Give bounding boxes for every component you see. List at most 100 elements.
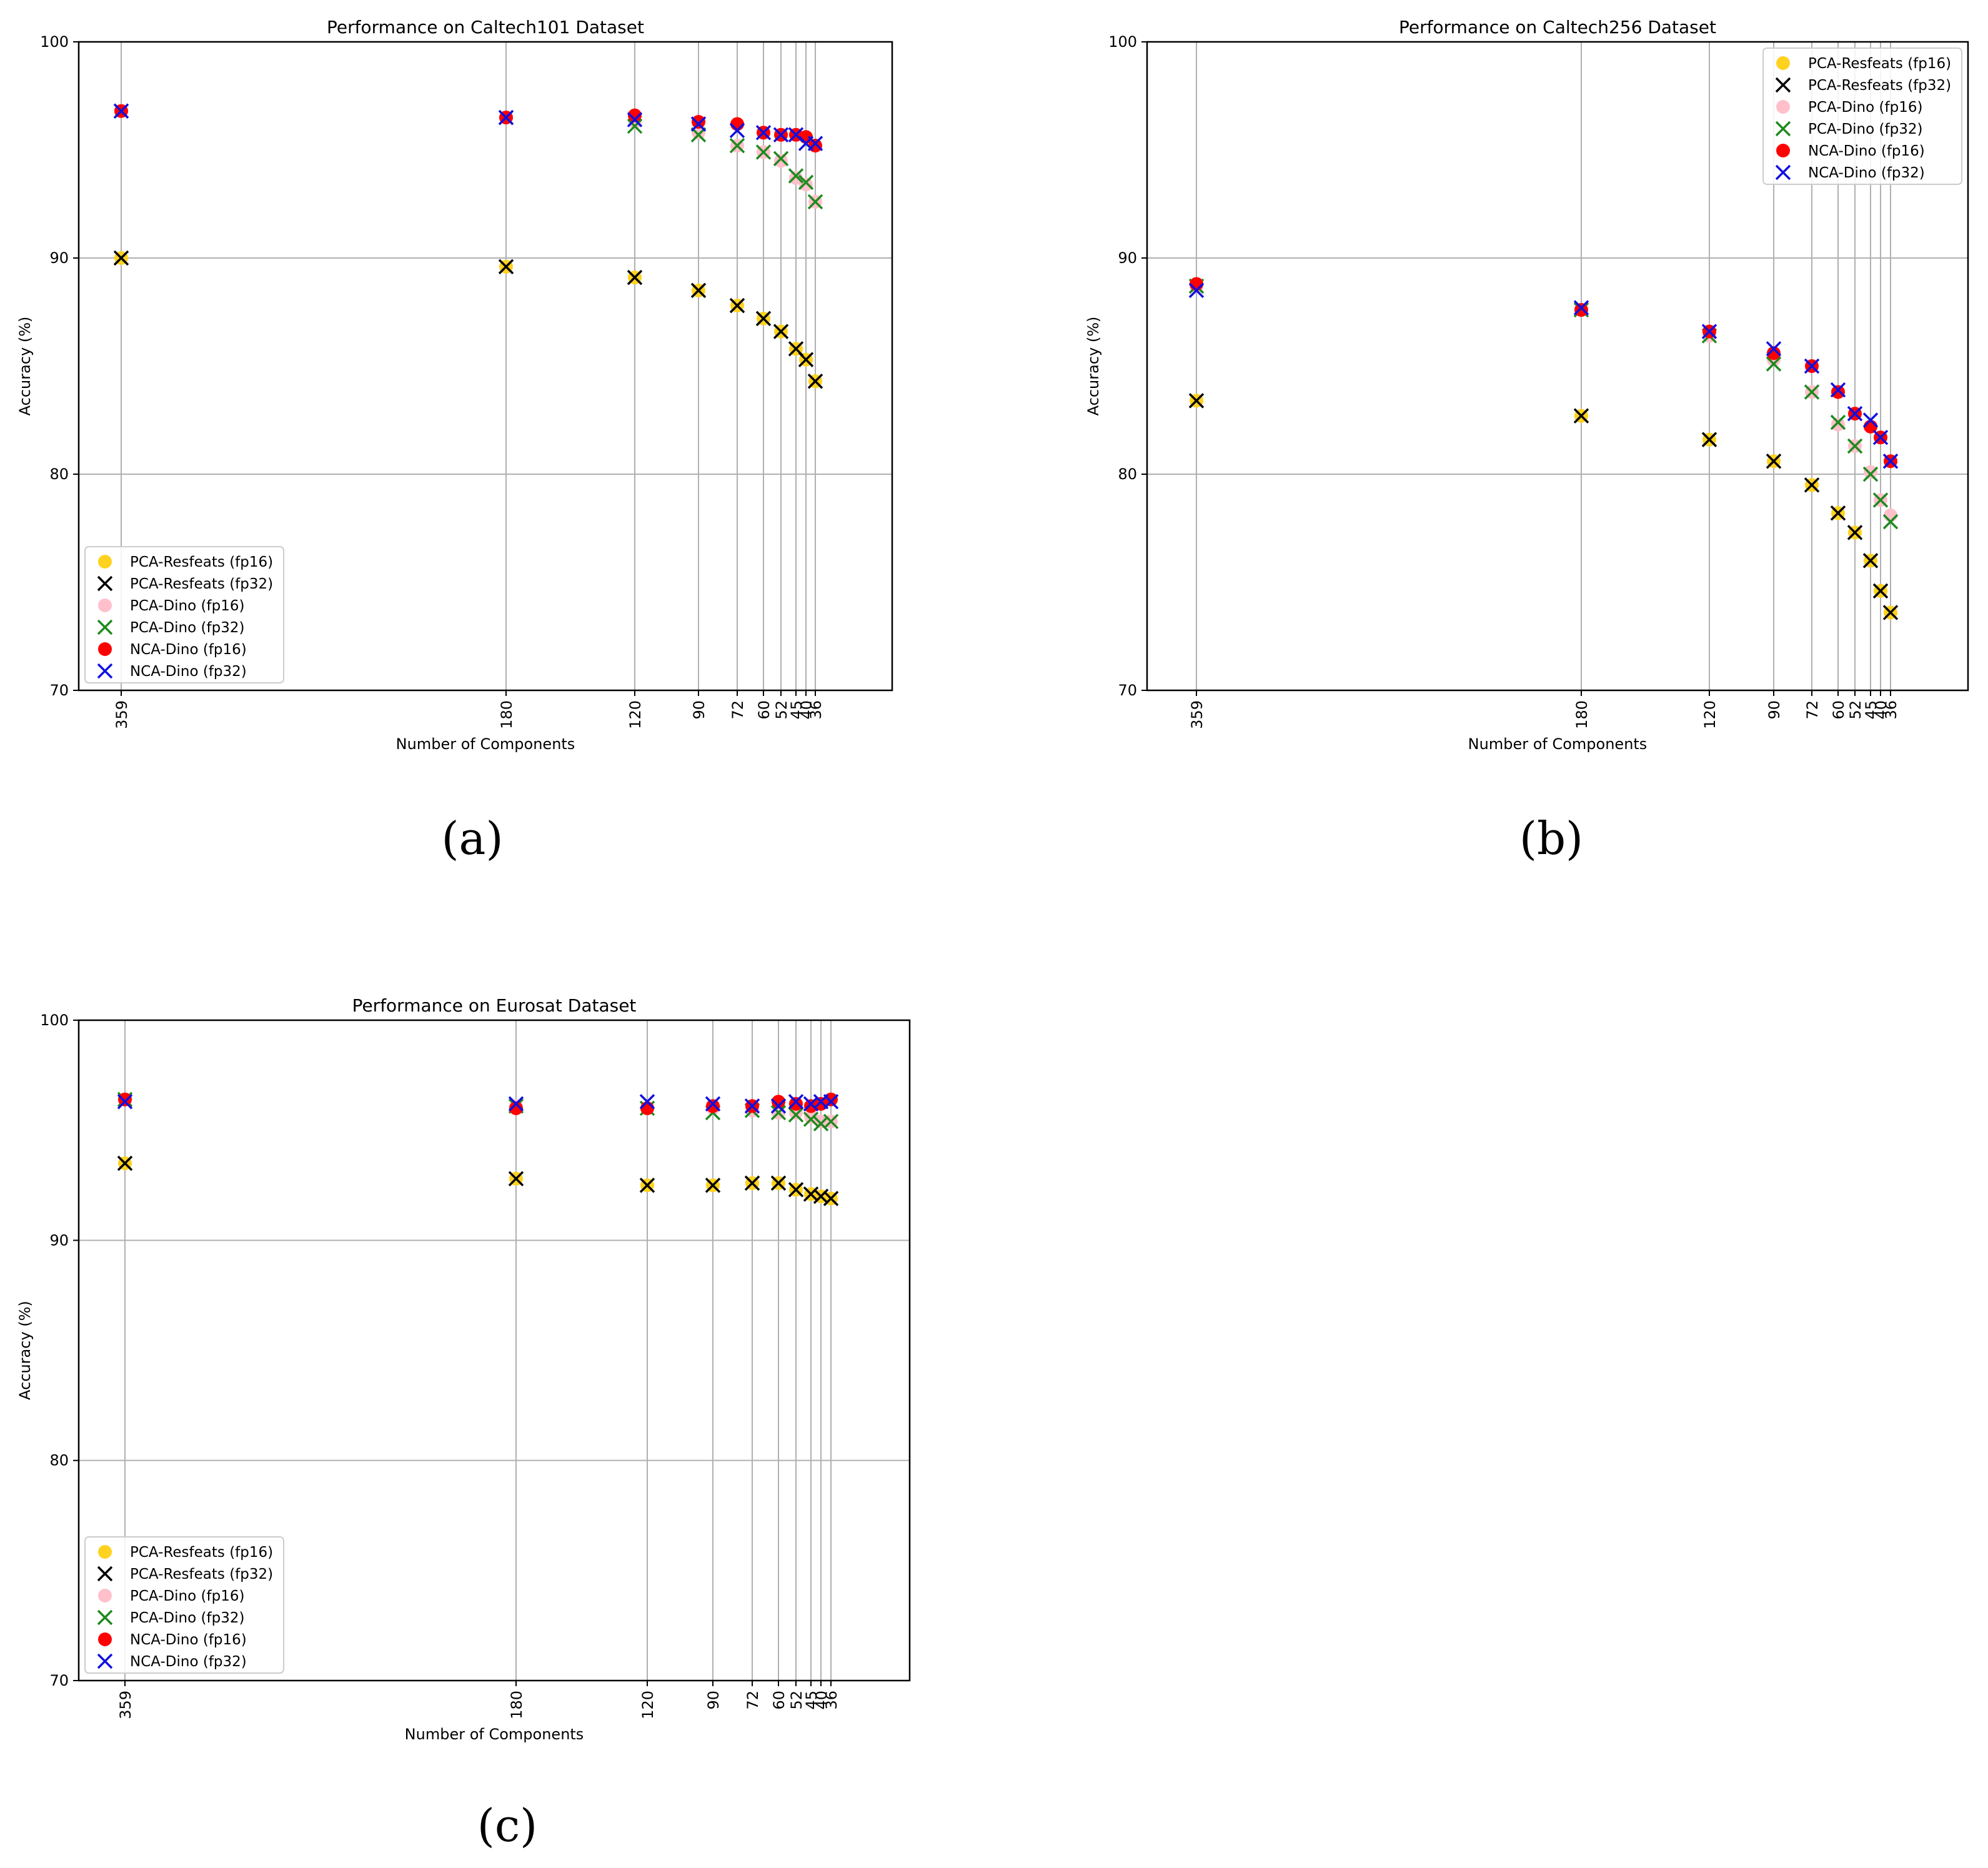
- legend-label: NCA-Dino (fp16): [130, 642, 247, 658]
- legend-label: PCA-Dino (fp16): [130, 1588, 244, 1604]
- legend-marker: [97, 1566, 113, 1582]
- x-tick-label: 72: [729, 700, 747, 720]
- x-tick-label: 90: [1766, 700, 1783, 720]
- series-pca-dino-fp32: [113, 103, 823, 210]
- data-point: [789, 171, 803, 185]
- series-nca-dino-fp16: [1190, 277, 1897, 469]
- data-point: [692, 115, 705, 129]
- legend-marker: [98, 1545, 112, 1559]
- legend-marker: [1776, 56, 1790, 70]
- x-tick-label: 36: [823, 1691, 840, 1710]
- series-nca-dino-fp16: [114, 104, 822, 153]
- x-tick-label: 359: [117, 1691, 134, 1719]
- x-tick-label: 60: [1830, 700, 1847, 720]
- data-point: [1190, 277, 1203, 291]
- legend-box: [1762, 47, 1962, 185]
- legend-label: PCA-Resfeats (fp32): [1808, 77, 1951, 94]
- data-point: [744, 1098, 760, 1114]
- x-tick-label: 40: [813, 1691, 830, 1710]
- data-point: [705, 1178, 721, 1193]
- legend-label: PCA-Resfeats (fp16): [130, 554, 273, 570]
- data-point: [1804, 384, 1820, 400]
- data-point: [498, 109, 514, 126]
- legend-marker: [97, 619, 113, 635]
- data-point: [1847, 405, 1863, 422]
- data-point: [798, 174, 814, 191]
- data-point: [772, 1095, 785, 1109]
- data-point: [113, 103, 129, 119]
- data-point: [1882, 605, 1899, 620]
- series-nca-dino-fp16: [118, 1092, 838, 1115]
- x-axis-label: Number of Components: [396, 735, 575, 753]
- chart-title: Performance on Caltech101 Dataset: [327, 17, 644, 37]
- legend-label: PCA-Resfeats (fp16): [1808, 56, 1951, 72]
- series-pca-resfeats-fp32: [1188, 393, 1899, 620]
- data-point: [1872, 583, 1889, 599]
- data-point: [770, 1098, 787, 1114]
- data-point: [807, 136, 823, 151]
- data-point: [627, 269, 643, 286]
- data-point: [1766, 341, 1782, 357]
- grid: [79, 1020, 910, 1681]
- data-point: [824, 1092, 838, 1106]
- series-nca-dino-fp32: [117, 1094, 839, 1114]
- legend-marker: [1775, 164, 1791, 181]
- data-point: [1884, 508, 1897, 522]
- data-point: [744, 1175, 760, 1191]
- legend-box: [84, 1536, 284, 1674]
- data-point: [773, 324, 789, 339]
- data-point: [117, 1155, 133, 1171]
- x-tick-label: 45: [1862, 700, 1880, 720]
- series-pca-dino-fp16: [1190, 279, 1897, 522]
- data-point: [706, 1099, 720, 1113]
- x-tick-label: 52: [788, 1691, 805, 1710]
- legend-label: PCA-Resfeats (fp16): [130, 1544, 273, 1561]
- legend: PCA-Resfeats (fp16) PCA-Resfeats (fp32) PC…: [84, 1536, 284, 1674]
- data-point: [803, 1111, 819, 1127]
- legend-marker: [1776, 100, 1790, 114]
- x-tick-label: 36: [807, 700, 825, 720]
- legend-label: NCA-Dino (fp32): [130, 1654, 247, 1670]
- data-point: [807, 373, 823, 389]
- chart-title: Performance on Caltech256 Dataset: [1399, 17, 1716, 37]
- data-point: [729, 122, 745, 139]
- data-point: [1573, 408, 1589, 424]
- data-point: [1767, 346, 1781, 360]
- legend-label: PCA-Dino (fp16): [1808, 99, 1922, 116]
- data-point: [1701, 324, 1717, 339]
- data-point: [729, 137, 745, 154]
- x-tick-label: 359: [1188, 700, 1206, 729]
- y-tick-label: 100: [40, 1011, 69, 1029]
- legend-label: PCA-Dino (fp32): [1808, 121, 1922, 137]
- plot-frame: [77, 41, 893, 692]
- data-point: [1847, 525, 1863, 540]
- data-point: [1864, 465, 1877, 479]
- series-pca-dino-fp16: [118, 1092, 838, 1129]
- legend-marker: [98, 599, 112, 612]
- data-point: [1830, 382, 1846, 398]
- data-point: [690, 282, 707, 299]
- x-tick-label: 52: [773, 700, 790, 720]
- data-point: [773, 127, 789, 143]
- data-point: [1872, 492, 1889, 508]
- x-tick-label: 359: [113, 700, 131, 729]
- x-tick-label: 60: [770, 1691, 788, 1710]
- caption-c: (c): [477, 1799, 538, 1852]
- data-point: [774, 154, 788, 168]
- caption-a: (a): [441, 812, 504, 865]
- y-axis-label: Accuracy (%): [16, 317, 34, 416]
- data-point: [508, 1096, 524, 1112]
- y-tick-label: 70: [49, 1672, 69, 1689]
- y-tick-label: 90: [49, 249, 69, 267]
- data-point: [823, 1191, 839, 1206]
- x-tick-label: 120: [1701, 700, 1719, 729]
- data-point: [1701, 432, 1717, 447]
- data-point: [788, 1094, 804, 1110]
- y-tick-label: 70: [1118, 682, 1137, 699]
- data-point: [789, 1096, 803, 1111]
- y-tick-label: 90: [1118, 249, 1137, 267]
- data-point: [690, 127, 707, 143]
- data-point: [729, 297, 745, 314]
- series-pca-resfeats-fp32: [117, 1155, 839, 1206]
